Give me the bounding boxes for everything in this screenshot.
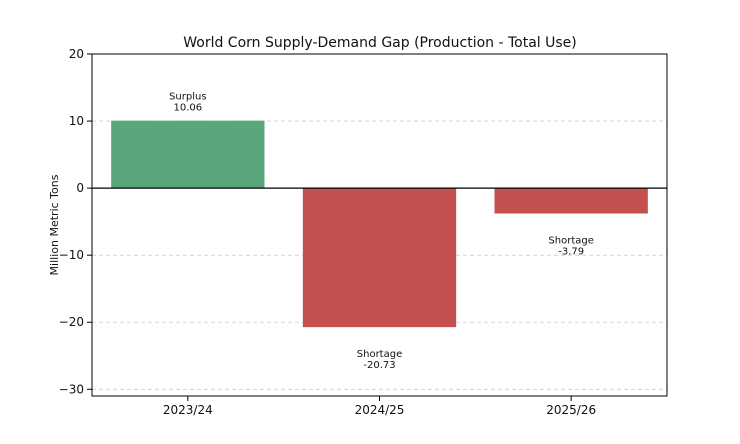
- annotation-value: 10.06: [174, 103, 203, 114]
- bar-2023-24: [111, 120, 265, 189]
- y-axis-label: Million Metric Tons: [48, 174, 61, 275]
- x-tick-label: 2023/24: [163, 403, 213, 417]
- annotation-status: Shortage: [548, 236, 593, 247]
- annotation-value: -20.73: [363, 360, 395, 371]
- bar-2025-26: [494, 188, 648, 214]
- plot-frame: [91, 53, 668, 397]
- y-tick-label: −10: [59, 248, 84, 262]
- y-tick-label: 0: [76, 181, 84, 195]
- axis-layer: [87, 53, 668, 401]
- y-tick-label: 10: [69, 114, 84, 128]
- y-tick-label: 20: [69, 47, 84, 61]
- annotation-status: Surplus: [169, 92, 206, 103]
- x-tick-label: 2025/26: [546, 403, 596, 417]
- bar-layer: [111, 120, 648, 328]
- bar-2024-25: [302, 188, 457, 328]
- chart-title: World Corn Supply-Demand Gap (Production…: [183, 35, 577, 51]
- y-tick-label: −20: [59, 315, 84, 329]
- annotation-status: Shortage: [357, 349, 402, 360]
- y-tick-label: −30: [59, 382, 84, 396]
- x-tick-label: 2024/25: [355, 403, 405, 417]
- annotation-value: -3.79: [558, 247, 584, 258]
